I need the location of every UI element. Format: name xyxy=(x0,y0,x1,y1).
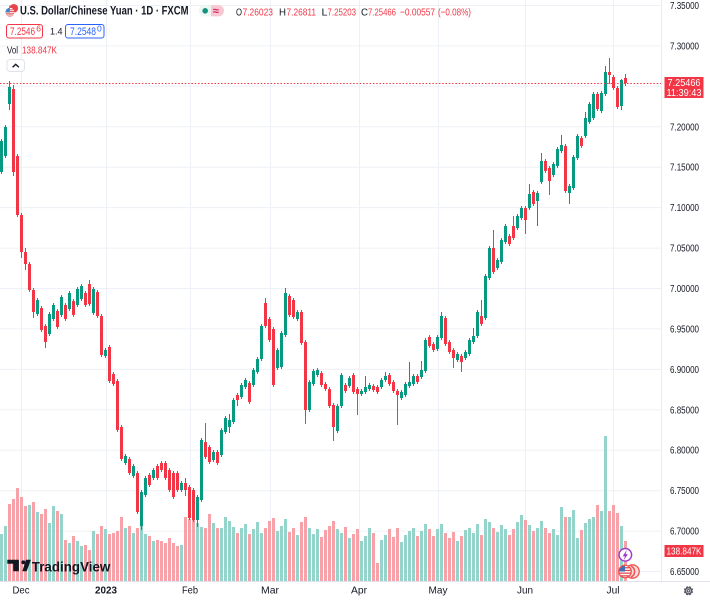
svg-text:7.10000: 7.10000 xyxy=(670,203,699,214)
svg-text:138.847K: 138.847K xyxy=(667,547,702,558)
svg-text:L: L xyxy=(322,7,328,19)
svg-text:6.95000: 6.95000 xyxy=(670,324,699,335)
svg-text:2023: 2023 xyxy=(95,586,117,597)
svg-text:H: H xyxy=(279,7,286,19)
svg-text:138.847K: 138.847K xyxy=(22,45,57,57)
svg-text:7.2546: 7.2546 xyxy=(10,26,35,38)
svg-text:Apr: Apr xyxy=(351,586,368,597)
svg-text:7.25203: 7.25203 xyxy=(328,7,357,19)
svg-text:1.4: 1.4 xyxy=(50,27,63,37)
svg-text:7.30000: 7.30000 xyxy=(670,41,699,52)
svg-text:U.S. Dollar/Chinese Yuan · 1D: U.S. Dollar/Chinese Yuan · 1D · FXCM xyxy=(20,4,189,18)
svg-text:May: May xyxy=(429,586,448,597)
svg-text:Jul: Jul xyxy=(607,586,620,597)
svg-text:6.90000: 6.90000 xyxy=(670,365,699,376)
svg-text:6.80000: 6.80000 xyxy=(670,446,699,457)
svg-text:(−0.08%): (−0.08%) xyxy=(438,7,471,19)
svg-text:11:39:43: 11:39:43 xyxy=(667,88,702,99)
svg-text:−0.00557: −0.00557 xyxy=(400,7,435,19)
svg-text:6: 6 xyxy=(36,24,41,34)
svg-text:≈: ≈ xyxy=(213,5,219,17)
svg-text:C: C xyxy=(361,7,368,19)
svg-text:7.25466: 7.25466 xyxy=(668,78,701,89)
svg-text:7.15000: 7.15000 xyxy=(670,163,699,174)
svg-text:7.20000: 7.20000 xyxy=(670,122,699,133)
svg-text:6.65000: 6.65000 xyxy=(670,567,699,578)
svg-text:Mar: Mar xyxy=(261,586,280,597)
svg-text:Jun: Jun xyxy=(517,586,533,597)
svg-text:0: 0 xyxy=(97,24,102,34)
svg-text:Feb: Feb xyxy=(182,586,198,597)
svg-text:6.75000: 6.75000 xyxy=(670,486,699,497)
svg-text:7.00000: 7.00000 xyxy=(670,284,699,295)
svg-text:7.05000: 7.05000 xyxy=(670,244,699,255)
svg-text:7.35000: 7.35000 xyxy=(670,1,699,12)
svg-text:7.26023: 7.26023 xyxy=(243,7,274,19)
svg-text:O: O xyxy=(236,7,242,19)
svg-text:6.70000: 6.70000 xyxy=(670,527,699,538)
svg-text:7.25466: 7.25466 xyxy=(368,7,396,19)
svg-text:6.85000: 6.85000 xyxy=(670,405,699,416)
svg-text:Dec: Dec xyxy=(13,586,30,597)
svg-text:7.26811: 7.26811 xyxy=(287,7,317,19)
svg-text:Vol: Vol xyxy=(7,45,18,57)
svg-text:7.2548: 7.2548 xyxy=(70,26,96,38)
svg-text:TradingView: TradingView xyxy=(32,558,111,574)
